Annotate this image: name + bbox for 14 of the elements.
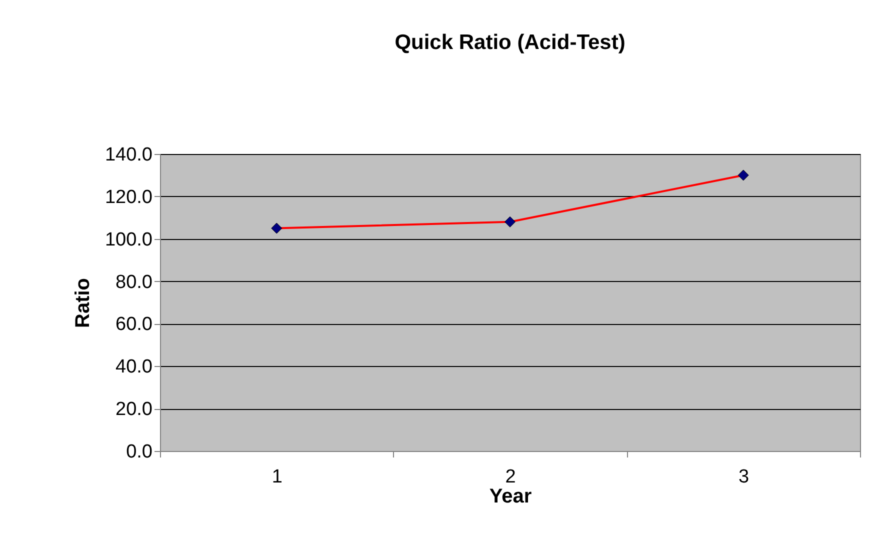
y-tick-label: 120.0 xyxy=(104,186,152,208)
x-axis-title: Year xyxy=(489,486,532,508)
x-tick-label: 2 xyxy=(505,466,516,488)
y-tick-label: 60.0 xyxy=(116,314,152,336)
y-tick-label: 20.0 xyxy=(116,399,152,420)
y-tick-label: 0.0 xyxy=(126,442,152,462)
x-tick-label: 3 xyxy=(738,466,750,488)
y-tick-label: 140.0 xyxy=(104,144,152,166)
y-tick-label: 100.0 xyxy=(104,229,152,250)
chart-title: Quick Ratio (Acid-Test) xyxy=(394,31,626,54)
x-tick-label: 1 xyxy=(272,466,282,488)
y-axis-title: Ratio xyxy=(72,278,94,328)
y-tick-label: 40.0 xyxy=(116,356,152,378)
y-tick-label: 80.0 xyxy=(116,272,152,293)
